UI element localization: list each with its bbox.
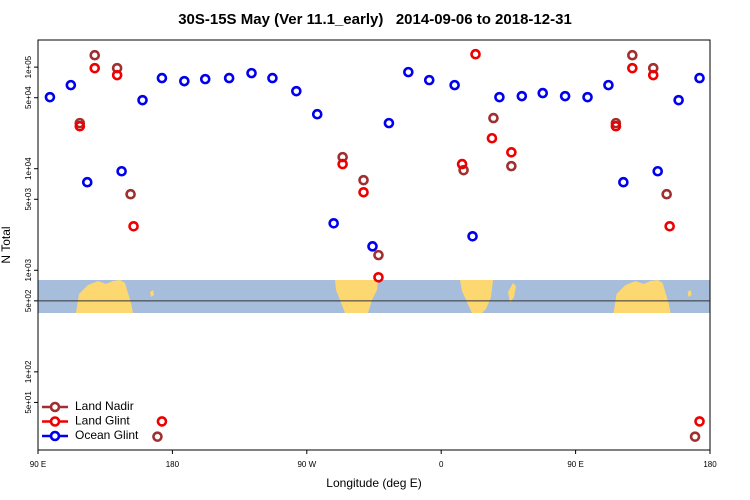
y-tick-label: 1e+03: [24, 258, 33, 281]
point: [488, 112, 499, 124]
legend-marker: [49, 430, 61, 442]
point: [74, 120, 86, 132]
legend-label: Land Glint: [75, 414, 130, 428]
x-tick-label: 90 W: [297, 460, 316, 469]
point: [89, 62, 101, 74]
point: [246, 67, 257, 79]
point: [89, 49, 101, 61]
y-axis-label: N Total: [0, 226, 13, 263]
australia: [76, 280, 154, 313]
land: [76, 280, 692, 313]
y-tick-label: 1e+04: [24, 157, 33, 180]
point: [458, 164, 469, 176]
land-shape: [76, 280, 133, 313]
point: [65, 79, 77, 91]
x-tick-label: 90 E: [30, 460, 46, 469]
point: [179, 75, 190, 87]
map-band: [38, 280, 710, 313]
point: [559, 90, 571, 102]
point: [358, 174, 369, 186]
point: [467, 231, 478, 242]
y-tick-label: 5e+02: [24, 289, 33, 312]
point: [506, 147, 517, 158]
land-shape: [150, 290, 154, 297]
point: [199, 73, 211, 85]
x-axis-label: Longitude (deg E): [326, 476, 421, 490]
land-shape: [687, 290, 692, 297]
point: [128, 220, 139, 232]
point: [694, 72, 705, 84]
point: [337, 158, 348, 170]
x-tick-label: 180: [703, 460, 717, 469]
point: [694, 416, 705, 427]
point: [647, 69, 659, 81]
point: [603, 79, 614, 91]
y-tick-label: 1e+02: [24, 360, 33, 383]
point: [610, 120, 622, 132]
point: [627, 62, 638, 74]
point: [470, 48, 481, 60]
point: [44, 91, 56, 103]
plot-frame: [37, 39, 711, 451]
point: [664, 220, 675, 232]
point: [383, 117, 395, 129]
y-tick-label: 5e+01: [24, 391, 33, 414]
y-tick-label: 5e+04: [24, 86, 33, 109]
point: [358, 186, 369, 198]
point: [81, 176, 93, 188]
point: [367, 241, 378, 252]
south-america: [335, 280, 378, 313]
point: [661, 188, 672, 200]
point: [156, 416, 168, 427]
x-tick-label: 0: [439, 460, 444, 469]
point: [618, 176, 629, 188]
point: [125, 188, 136, 200]
legend-marker: [49, 401, 61, 413]
australia: [613, 280, 692, 313]
point: [403, 66, 414, 78]
point: [291, 85, 302, 97]
x-tick-label: 180: [166, 460, 180, 469]
point: [267, 72, 278, 84]
point: [627, 49, 638, 61]
point: [673, 94, 684, 106]
point: [328, 218, 339, 229]
point: [506, 160, 517, 172]
point: [111, 69, 123, 81]
point: [156, 72, 168, 84]
point: [152, 431, 163, 442]
point: [582, 91, 593, 103]
point: [223, 72, 235, 84]
y-tick-label: 1e+05: [24, 55, 33, 78]
point: [689, 431, 701, 442]
point: [486, 132, 498, 144]
legend-marker: [49, 416, 61, 427]
point: [456, 158, 468, 170]
legend-label: Ocean Glint: [75, 428, 139, 442]
y-tick-label: 5e+03: [24, 187, 33, 210]
point: [373, 249, 384, 261]
chart-title: 30S-15S May (Ver 11.1_early) 2014-09-06 …: [178, 11, 572, 28]
point: [423, 74, 435, 86]
point: [652, 165, 664, 177]
africa: [460, 280, 493, 313]
point: [373, 271, 384, 283]
madagascar: [508, 283, 516, 303]
point: [516, 90, 528, 102]
point: [311, 108, 323, 120]
land-shape: [613, 280, 671, 313]
point: [537, 87, 549, 99]
point: [494, 91, 505, 103]
point: [137, 94, 148, 106]
point: [449, 79, 460, 91]
legend-label: Land Nadir: [75, 399, 134, 413]
point: [116, 165, 127, 177]
x-tick-label: 90 E: [567, 460, 583, 469]
